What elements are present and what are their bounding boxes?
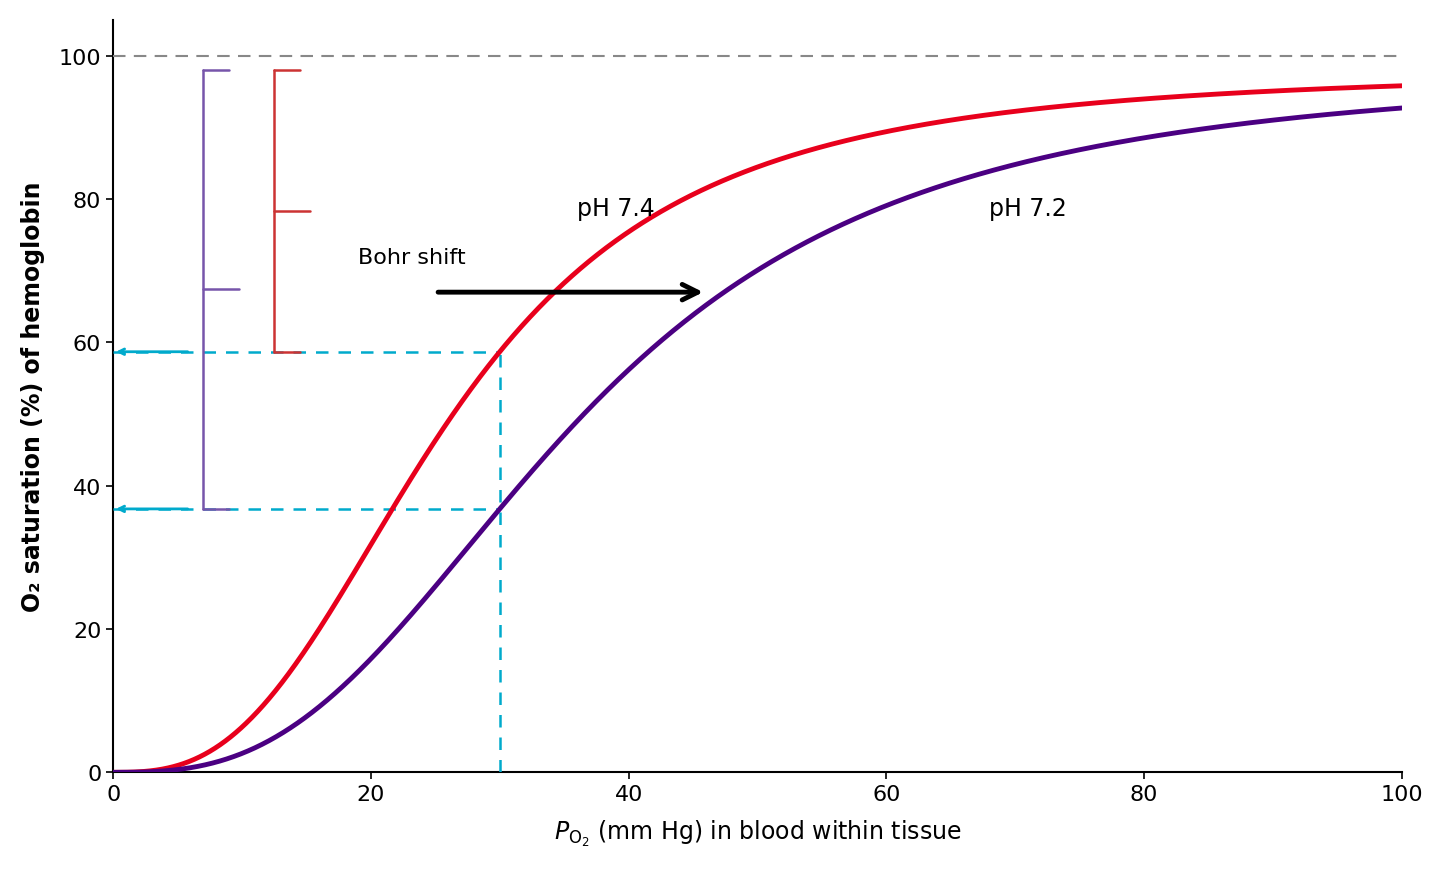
- X-axis label: $\mathit{P}_{\rm O_2}$ (mm Hg) in blood within tissue: $\mathit{P}_{\rm O_2}$ (mm Hg) in blood …: [553, 818, 962, 848]
- Text: Bohr shift: Bohr shift: [358, 248, 465, 268]
- Text: pH 7.4: pH 7.4: [578, 197, 654, 222]
- Y-axis label: O₂ saturation (%) of hemoglobin: O₂ saturation (%) of hemoglobin: [20, 182, 45, 612]
- Text: pH 7.2: pH 7.2: [989, 197, 1067, 222]
